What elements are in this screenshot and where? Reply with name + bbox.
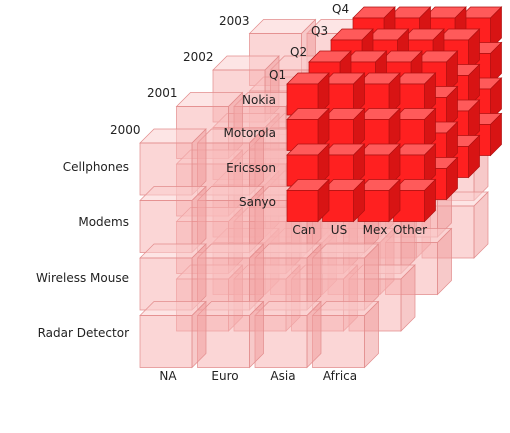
region-label: NA [159,369,177,383]
cube-front-face [139,315,193,368]
brand-label: Sanyo [239,195,276,209]
product-label: Modems [78,215,129,229]
year-label: 2002 [183,50,214,64]
brand-label: Nokia [242,93,276,107]
product-label: Radar Detector [38,326,130,340]
country-label: US [331,223,347,237]
country-label: Can [292,223,315,237]
product-label: Cellphones [63,160,129,174]
brand-label: Ericsson [226,161,276,175]
cube-front-face [286,190,319,222]
product-label: Wireless Mouse [36,271,129,285]
region-label: Euro [211,369,238,383]
region-label: Asia [270,369,295,383]
country-label: Mex [363,223,388,237]
country-label: Other [393,223,427,237]
axis-labels: 2000 2001 2002 2003 Cellphones Modems Wi… [36,2,427,383]
quarter-label: Q1 [269,68,286,82]
region-label: Africa [323,369,357,383]
year-label: 2000 [110,123,141,137]
year-label: 2003 [219,14,250,28]
quarter-label: Q2 [290,45,307,59]
quarter-label: Q4 [332,2,349,16]
brand-label: Motorola [224,126,276,140]
year-label: 2001 [147,86,178,100]
quarter-label: Q3 [311,24,328,38]
drilldown-cube [286,6,503,223]
